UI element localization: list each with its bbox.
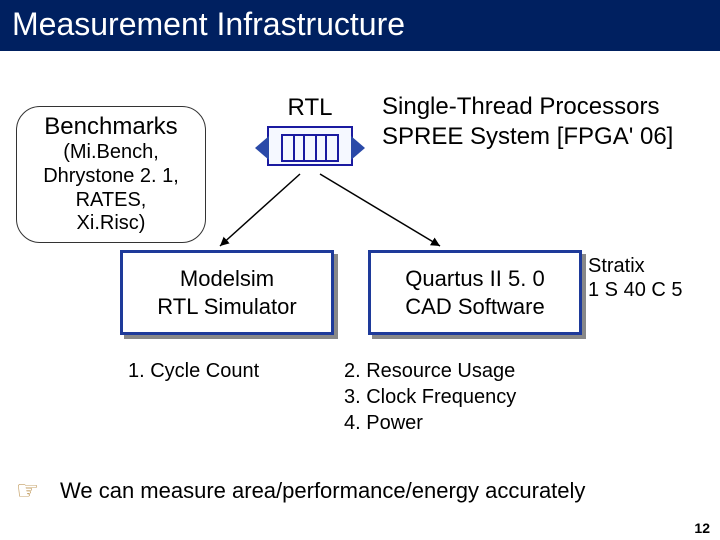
quartus-line-1: Quartus II 5. 0 [377, 265, 573, 293]
slide-content: Benchmarks (Mi.Bench, Dhrystone 2. 1, RA… [0, 58, 720, 540]
benchmarks-line-2: Dhrystone 2. 1, [21, 165, 201, 189]
rtl-block: RTL [255, 94, 365, 166]
spree-line-2: SPREE System [FPGA' 06] [382, 122, 718, 152]
benchmarks-heading: Benchmarks [21, 113, 201, 141]
outputs-right: 2. Resource Usage 3. Clock Frequency 4. … [344, 358, 516, 436]
slide-root: Measurement Infrastructure Benchmarks (M… [0, 0, 720, 540]
spree-line-1: Single-Thread Processors [382, 92, 718, 122]
modelsim-box: Modelsim RTL Simulator [120, 250, 334, 335]
conclusion-text: We can measure area/performance/energy a… [60, 478, 700, 504]
outputs-left: 1. Cycle Count [128, 358, 259, 384]
quartus-line-2: CAD Software [377, 293, 573, 321]
device-line-1: Stratix [588, 254, 683, 278]
output-cycle-count: 1. Cycle Count [128, 358, 259, 384]
quartus-box: Quartus II 5. 0 CAD Software [368, 250, 582, 335]
device-line-2: 1 S 40 C 5 [588, 278, 683, 302]
output-power: 4. Power [344, 410, 516, 436]
benchmarks-line-3: RATES, [21, 189, 201, 213]
spree-caption: Single-Thread Processors SPREE System [F… [382, 92, 718, 152]
benchmarks-line-4: Xi.Risc) [21, 212, 201, 236]
benchmarks-line-1: (Mi.Bench, [21, 141, 201, 165]
benchmarks-box: Benchmarks (Mi.Bench, Dhrystone 2. 1, RA… [16, 106, 206, 243]
pointing-hand-icon: ☞ [16, 475, 39, 506]
rtl-chip-icon [267, 126, 353, 166]
modelsim-line-1: Modelsim [129, 265, 325, 293]
rtl-label: RTL [255, 94, 365, 122]
output-resource-usage: 2. Resource Usage [344, 358, 516, 384]
output-clock-freq: 3. Clock Frequency [344, 384, 516, 410]
flow-arrows [200, 170, 460, 256]
slide-title: Measurement Infrastructure [0, 0, 720, 51]
modelsim-line-2: RTL Simulator [129, 293, 325, 321]
device-label: Stratix 1 S 40 C 5 [588, 254, 683, 302]
page-number: 12 [694, 520, 710, 536]
rtl-chip-inner [281, 134, 339, 162]
